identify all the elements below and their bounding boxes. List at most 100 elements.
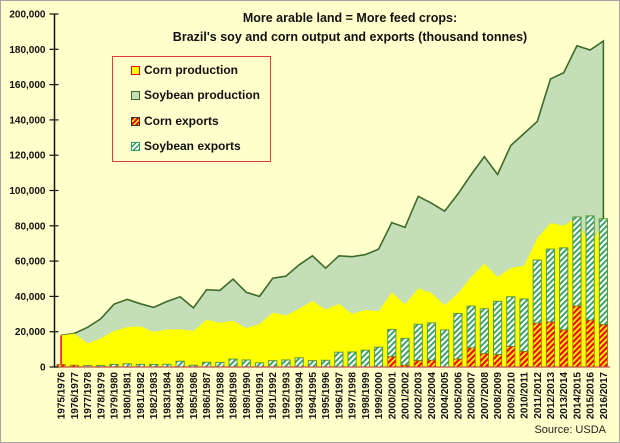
soybean-exports-bar [532, 259, 542, 324]
soybean-exports-bar [215, 361, 225, 368]
corn-exports-bar [387, 356, 397, 368]
legend-item-corn-exports: Corn exports [131, 114, 219, 128]
soybean-exports-bar [268, 360, 278, 368]
x-tick-label: 1991/1992 [268, 372, 279, 420]
soybean-exports-bar [466, 305, 476, 349]
x-tick-label: 1984/1985 [176, 372, 187, 420]
soybean-exports-bar [334, 351, 344, 368]
chart-subtitle: Brazil's soy and corn output and exports… [172, 30, 528, 44]
x-tick-label: 2001/2002 [400, 372, 411, 420]
soybean-exports-bar [175, 360, 185, 368]
chart-title-block: More arable land = More feed crops: Braz… [160, 9, 540, 47]
x-tick-label: 2004/2005 [440, 372, 451, 420]
soybean-exports-bar [360, 349, 370, 368]
soybean-exports-bar [241, 359, 251, 368]
legend-label: Soybean exports [144, 139, 241, 153]
corn-exports-bar [493, 354, 503, 368]
x-tick-label: 2007/2008 [480, 372, 491, 420]
corn-production-swatch [131, 65, 140, 75]
y-tick-label: 60,000 [15, 257, 46, 268]
soybean-exports-bar [479, 308, 489, 355]
legend-label: Soybean production [144, 88, 261, 102]
x-tick-label: 2013/2014 [559, 372, 570, 420]
corn-exports-bar [466, 347, 476, 368]
corn-exports-bar [572, 305, 582, 368]
x-tick-label: 2006/2007 [467, 372, 478, 420]
y-tick-label: 140,000 [9, 115, 46, 126]
soybean-exports-bar [321, 359, 331, 368]
soybean-production-line [60, 39, 605, 337]
soybean-exports-bar [281, 359, 291, 368]
x-tick-label: 1979/1980 [110, 372, 121, 420]
y-tick-label: 20,000 [15, 327, 46, 338]
soybean-exports-bar [254, 362, 265, 368]
x-tick-label: 1983/1984 [162, 372, 173, 420]
soybean-exports-bar [598, 218, 608, 326]
y-tick-label: 160,000 [9, 80, 46, 91]
x-tick-label: 1988/1989 [229, 372, 240, 420]
soybean-exports-bar [572, 216, 582, 307]
soybean-exports-bar [387, 328, 397, 358]
soybean-exports-bar [506, 296, 516, 348]
legend-item-corn-production: Corn production [131, 63, 238, 77]
x-tick-label: 1989/1990 [242, 372, 253, 420]
x-tick-label: 2014/2015 [572, 372, 583, 420]
soybean-production-swatch [131, 90, 140, 100]
x-tick-label: 1987/1988 [215, 372, 226, 420]
x-tick-label: 2009/2010 [506, 372, 517, 420]
x-tick-label: 1995/1996 [321, 372, 332, 420]
soybean-exports-bar [585, 215, 595, 321]
corn-exports-swatch [131, 116, 140, 126]
corn-exports-bar [598, 324, 608, 368]
soybean-exports-bar [413, 323, 423, 362]
x-tick-label: 2000/2001 [387, 372, 398, 420]
x-tick-label: 1977/1978 [83, 372, 94, 420]
x-tick-label: 1996/1997 [334, 372, 345, 420]
soybean-exports-bar [519, 298, 529, 352]
soybean-exports-bar [545, 248, 556, 323]
corn-exports-bar [453, 358, 463, 368]
x-tick-label: 2016/2017 [599, 372, 610, 420]
soybean-exports-bar [492, 300, 503, 356]
x-tick-label: 2005/2006 [453, 372, 464, 420]
y-tick-label: 120,000 [9, 151, 46, 162]
soybean-exports-bar [373, 346, 384, 368]
corn-exports-bar [479, 353, 489, 368]
soybean-exports-bar [202, 361, 212, 368]
legend: Corn production Soybean production Corn … [112, 56, 271, 162]
legend-item-soybean-exports: Soybean exports [131, 139, 241, 153]
y-tick-label: 200,000 [9, 10, 46, 21]
corn-exports-bar [545, 321, 555, 368]
x-tick-label: 1992/1993 [281, 372, 292, 420]
soybean-exports-swatch [131, 141, 140, 151]
soybean-exports-bar [426, 322, 437, 361]
x-tick-label: 1998/1999 [361, 372, 372, 420]
x-tick-label: 1986/1987 [202, 372, 213, 420]
x-tick-label: 1975/1976 [57, 372, 68, 420]
x-tick-label: 1976/1977 [70, 372, 81, 420]
legend-item-soybean-production: Soybean production [131, 88, 260, 102]
x-tick-label: 2002/2003 [414, 372, 425, 420]
corn-exports-bar [519, 351, 529, 368]
y-tick-label: 40,000 [15, 292, 46, 303]
corn-exports-bar [506, 346, 516, 368]
x-tick-label: 1997/1998 [348, 372, 359, 420]
y-tick-label: 100,000 [9, 186, 46, 197]
x-axis-ticks: 1975/1976 1976/1977 1977/1978 1978/1979 1979… [57, 372, 610, 420]
x-tick-label: 2008/2009 [493, 372, 504, 420]
x-tick-label: 2012/2013 [546, 372, 557, 420]
soybean-exports-bar [440, 329, 450, 368]
soybean-exports-bar [453, 313, 463, 360]
x-tick-label: 2010/2011 [520, 372, 531, 419]
soybean-exports-bar [559, 247, 569, 331]
soybean-exports-bar [294, 357, 304, 368]
soybean-exports-bar [400, 337, 410, 366]
soybean-exports-bar [307, 360, 318, 368]
y-axis-ticks: 0 20,000 40,000 60,000 80,000 100,000 120,000 1… [9, 10, 59, 374]
chart-title: More arable land = More feed crops: [242, 11, 458, 25]
x-tick-label: 2015/2016 [586, 372, 597, 420]
legend-label: Corn exports [144, 114, 219, 128]
y-tick-label: 0 [40, 363, 46, 374]
soybean-exports-bar [228, 358, 238, 368]
